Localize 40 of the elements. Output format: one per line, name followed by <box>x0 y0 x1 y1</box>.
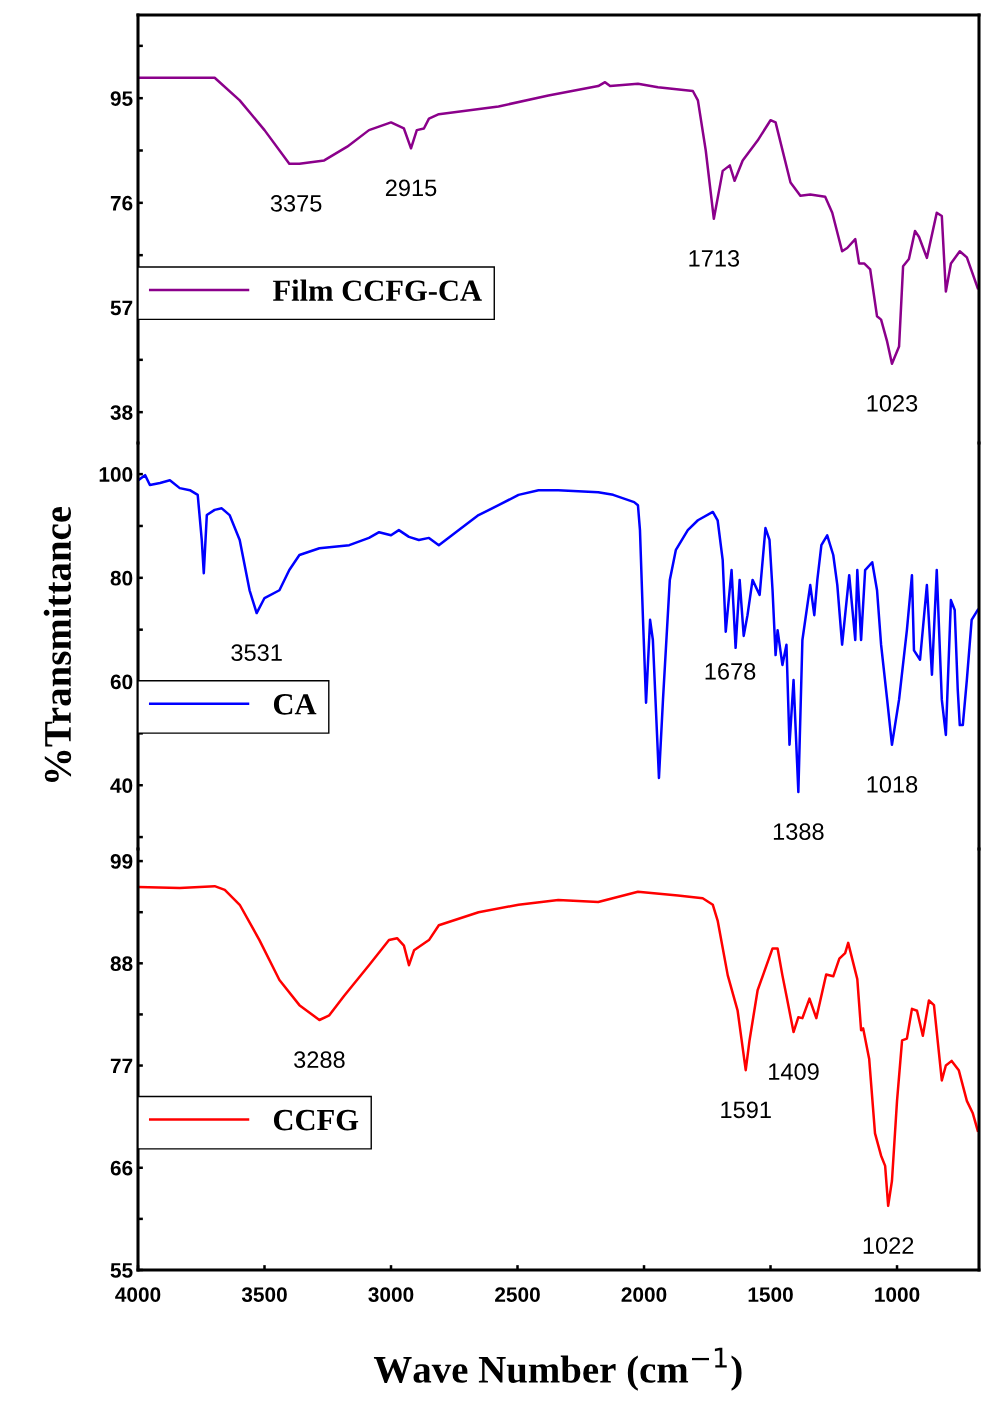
annotation: 1018 <box>867 776 918 793</box>
y-tick-label: 38 <box>110 405 133 420</box>
line-series <box>138 76 979 365</box>
legend-label: CA <box>273 694 317 715</box>
x-tick-label: 1500 <box>748 1287 793 1302</box>
y-tick-label: 100 <box>99 467 133 482</box>
x-tick-label: 2500 <box>495 1287 540 1302</box>
y-tick-label: 77 <box>110 1058 133 1074</box>
y-axis-title: %Transmittance <box>43 506 72 783</box>
annotation: 1591 <box>721 1101 771 1119</box>
annotation: 2915 <box>385 179 437 197</box>
x-tick-label: 1000 <box>875 1287 920 1302</box>
annotation: 3288 <box>294 1051 345 1069</box>
y-tick-label: 60 <box>110 674 133 690</box>
y-tick-label: 55 <box>110 1263 133 1278</box>
annotation: 1022 <box>863 1237 914 1254</box>
y-tick-label: 76 <box>110 195 133 211</box>
annotation: 1388 <box>773 823 824 840</box>
legend-label: Film CCFG-CA <box>272 279 482 301</box>
x-tick-label: 2000 <box>621 1287 667 1302</box>
annotation: 1023 <box>867 394 918 412</box>
x-tick-label: 4000 <box>115 1287 161 1302</box>
y-tick-label: 66 <box>110 1160 133 1176</box>
annotation: 3531 <box>231 644 282 662</box>
x-tick-label: 3000 <box>368 1287 414 1302</box>
annotation: 3375 <box>270 195 322 212</box>
annotation: 1409 <box>769 1063 819 1081</box>
line-series <box>138 473 979 794</box>
annotation: 1678 <box>705 663 756 680</box>
legend-label: CCFG <box>273 1109 359 1131</box>
y-tick-label: 40 <box>110 778 133 793</box>
x-tick-label: 3500 <box>241 1287 287 1302</box>
y-tick-label: 99 <box>110 854 133 869</box>
annotation: 1713 <box>689 250 740 267</box>
y-tick-label: 57 <box>110 300 133 316</box>
line-series <box>138 884 979 1208</box>
y-tick-label: 88 <box>110 956 133 972</box>
y-tick-label: 95 <box>110 91 133 106</box>
x-axis-title: Wave Number (cm$^{−1}$) <box>373 1347 742 1391</box>
y-tick-label: 80 <box>110 570 133 586</box>
